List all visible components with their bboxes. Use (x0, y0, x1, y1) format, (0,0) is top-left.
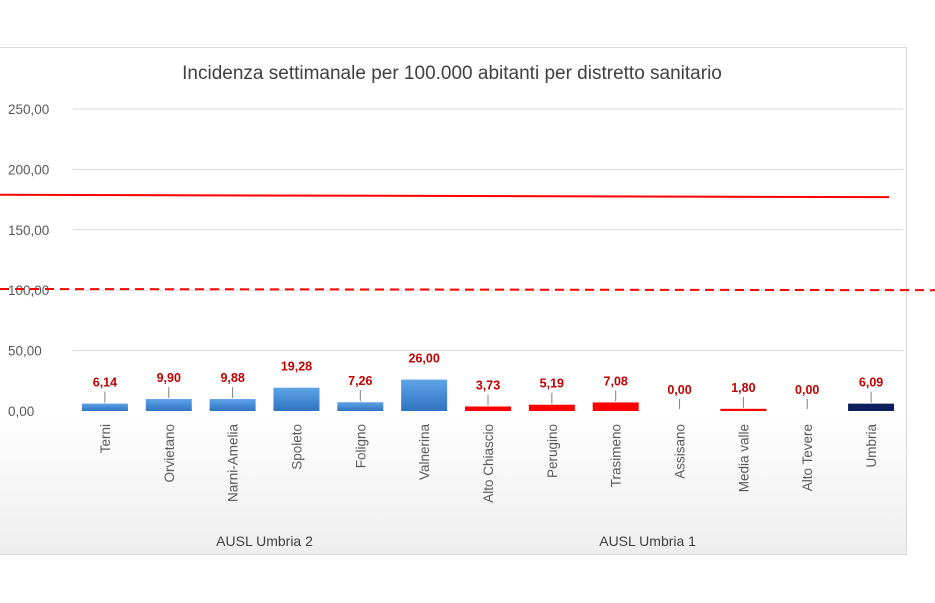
y-tick-label: 200,00 (8, 162, 49, 177)
category-label: Media valle (736, 424, 751, 492)
data-label: 9,90 (157, 371, 181, 385)
data-label: 1,80 (731, 381, 755, 395)
bar (145, 399, 192, 411)
y-tick-label: 100,00 (8, 283, 49, 298)
x-axis-category-labels: Terni Orvietano Narni-Amelia Spoleto Foligno… (98, 424, 879, 503)
group-label: AUSL Umbria 2 (216, 533, 313, 549)
grid-lines (73, 108, 903, 352)
data-labels: 6,14 9,90 9,88 19,28 7,26 26,00 3,73 5,19 7,08 0,… (93, 352, 883, 409)
category-label: Orvietano (162, 424, 177, 483)
data-label: 6,09 (859, 376, 883, 390)
category-label: Terni (98, 424, 113, 453)
data-label: 19,28 (281, 360, 312, 374)
category-label: Spoleto (289, 424, 304, 470)
bar (273, 387, 320, 411)
bar (337, 402, 384, 411)
data-label: 6,14 (93, 376, 117, 390)
reference-line-solid (0, 193, 890, 199)
data-label: 0,00 (795, 383, 819, 397)
bar (209, 399, 256, 411)
bars (81, 379, 895, 411)
x-axis-group-labels: AUSL Umbria 2 AUSL Umbria 1 (216, 533, 696, 549)
data-label: 5,19 (540, 377, 564, 391)
bar (592, 402, 639, 411)
y-tick-label: 50,00 (8, 344, 42, 359)
data-label: 7,26 (348, 374, 372, 388)
bar (528, 404, 575, 411)
reference-lines (0, 193, 935, 292)
category-label: Umbria (864, 424, 879, 468)
data-label: 0,00 (667, 383, 691, 397)
category-label: Trasimeno (609, 424, 624, 487)
y-tick-label: 250,00 (8, 102, 49, 117)
reference-line-dashed (0, 287, 935, 292)
category-label: Perugino (545, 424, 560, 478)
category-label: Valnerina (417, 424, 432, 481)
category-label: Foligno (353, 424, 368, 468)
data-label: 9,88 (220, 371, 244, 385)
group-label: AUSL Umbria 1 (599, 533, 696, 549)
category-label: Narni-Amelia (226, 424, 241, 503)
data-label: 7,08 (604, 374, 628, 388)
chart-frame (0, 47, 907, 555)
y-tick-label: 150,00 (8, 223, 49, 238)
bar (81, 403, 128, 411)
category-label: Alto Tevere (800, 424, 815, 491)
data-label: 26,00 (409, 352, 440, 366)
bar (401, 379, 448, 411)
bar (720, 408, 767, 411)
bar (848, 403, 895, 411)
chart-title: Incidenza settimanale per 100.000 abitan… (182, 63, 722, 84)
y-axis-tick-labels: 0,00 50,00 100,00 150,00 200,00 250,00 (8, 102, 49, 419)
category-label: Assisano (673, 424, 688, 479)
bar (465, 406, 511, 411)
data-label: 3,73 (476, 378, 500, 392)
y-tick-label: 0,00 (8, 404, 34, 419)
category-label: Alto Chiascio (481, 424, 496, 503)
